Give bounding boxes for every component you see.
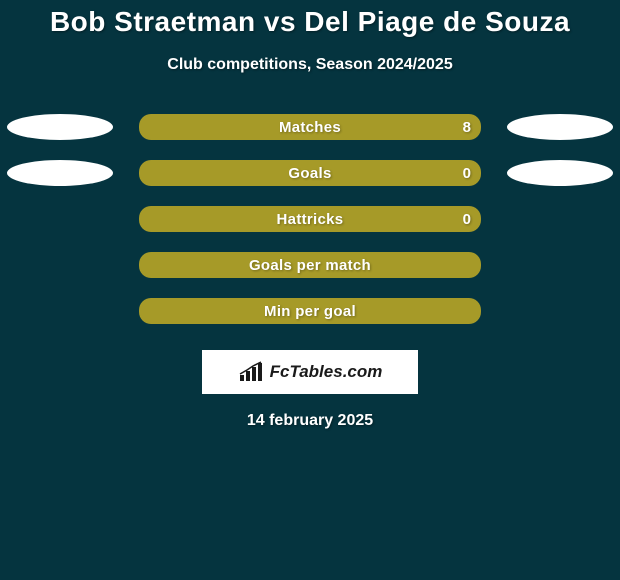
stat-bar: Goals 0 — [139, 160, 481, 186]
stat-bar: Goals per match — [139, 252, 481, 278]
stat-bar: Hattricks 0 — [139, 206, 481, 232]
stat-value: 8 — [463, 119, 471, 136]
bars-icon — [238, 361, 266, 383]
stat-row: Min per goal — [0, 298, 620, 324]
logo-text: FcTables.com — [270, 362, 383, 382]
ellipse-left — [7, 160, 113, 186]
ellipse-right — [507, 114, 613, 140]
stat-label: Goals per match — [249, 257, 371, 274]
stat-row: Goals 0 — [0, 160, 620, 186]
stat-label: Goals — [288, 165, 331, 182]
stat-value: 0 — [463, 211, 471, 228]
stat-label: Matches — [279, 119, 341, 136]
subtitle: Club competitions, Season 2024/2025 — [0, 56, 620, 74]
page-title: Bob Straetman vs Del Piage de Souza — [0, 6, 620, 38]
ellipse-right — [507, 160, 613, 186]
container: Bob Straetman vs Del Piage de Souza Club… — [0, 0, 620, 580]
stat-label: Hattricks — [277, 211, 344, 228]
date-text: 14 february 2025 — [0, 412, 620, 430]
stat-row: Matches 8 — [0, 114, 620, 140]
stat-value: 0 — [463, 165, 471, 182]
logo-box: FcTables.com — [202, 350, 418, 394]
ellipse-left — [7, 114, 113, 140]
stat-bar: Min per goal — [139, 298, 481, 324]
stats-rows: Matches 8 Goals 0 Hattricks 0 Goals per match M… — [0, 114, 620, 324]
stat-bar: Matches 8 — [139, 114, 481, 140]
stat-label: Min per goal — [264, 303, 356, 320]
stat-row: Goals per match — [0, 252, 620, 278]
stat-row: Hattricks 0 — [0, 206, 620, 232]
